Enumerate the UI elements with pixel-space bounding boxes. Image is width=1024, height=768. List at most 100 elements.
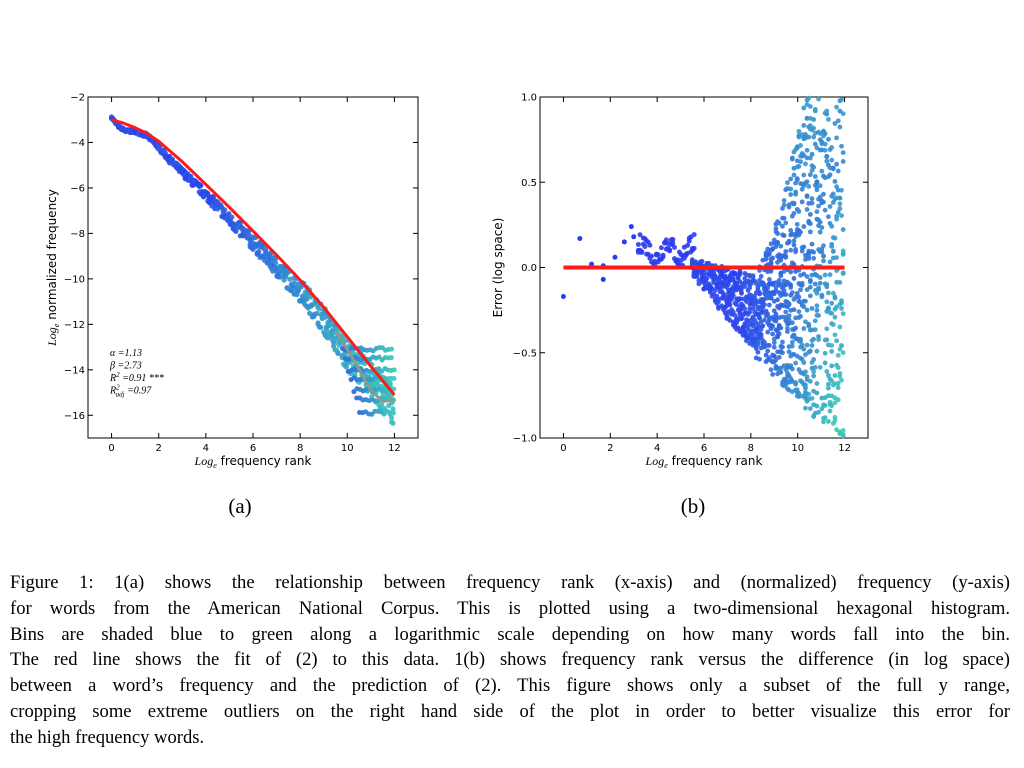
y-tick-label: −6 — [70, 183, 85, 194]
hexbin-cell — [791, 210, 797, 216]
hexbin-cell — [226, 211, 232, 217]
hexbin-cell — [821, 253, 826, 259]
hexbin-cell — [786, 302, 792, 308]
y-tick-label: −1.0 — [513, 434, 537, 445]
hexbin-cell — [812, 141, 818, 147]
hexbin-cell — [655, 252, 661, 258]
hexbin-cell — [298, 284, 304, 290]
hexbin-cell — [691, 245, 697, 251]
hexbin-cell — [671, 244, 677, 250]
hexbin-cell — [739, 316, 744, 322]
y-tick-label: 1.0 — [521, 93, 537, 104]
hexbin-cell — [318, 324, 324, 331]
hexbin-cell — [389, 346, 395, 352]
hexbin-cell — [637, 232, 643, 238]
hexbin-cell — [817, 364, 823, 370]
hexbin-cell — [783, 309, 789, 315]
hexbin-cell — [758, 273, 764, 279]
hexbin-cell — [706, 260, 712, 266]
hexbin-cell — [834, 338, 840, 344]
hexbin-cell — [824, 337, 830, 343]
hexbin-cell — [778, 257, 784, 263]
hexbin-cell — [835, 352, 841, 358]
figure-caption: Figure 1: 1(a) shows the relationship be… — [10, 570, 1010, 751]
hexbin-cell — [801, 224, 807, 229]
x-tick-label: 8 — [748, 443, 754, 454]
hexbin-cell — [840, 311, 846, 317]
hexbin-cell — [806, 391, 812, 397]
hexbin-cell — [804, 179, 810, 185]
hexbin-cell — [762, 317, 767, 323]
hexbin-cell — [807, 104, 813, 109]
hexbin-cell — [812, 318, 818, 324]
hexbin-cell — [793, 325, 799, 331]
hexbin-cell — [288, 288, 294, 294]
hexbin-cell — [770, 331, 776, 337]
hexbin-cell — [814, 290, 820, 296]
hexbin-cell — [821, 419, 826, 425]
caption-line: for words from the American National Cor… — [10, 597, 1010, 619]
hexbin-cell — [830, 322, 836, 328]
hexbin-cell — [837, 201, 843, 207]
x-tick-label: 6 — [701, 443, 707, 454]
hexbin-cell — [776, 354, 782, 360]
hexbin-cell — [750, 273, 756, 279]
hexbin-cell — [801, 326, 807, 331]
hexbin-cell — [829, 310, 835, 316]
hexbin-cell — [685, 242, 691, 248]
hexbin-cell — [807, 284, 813, 290]
hexbin-cell — [829, 157, 835, 163]
hexbin-cell — [757, 315, 762, 321]
hexbin-cell — [839, 300, 844, 306]
hexbin-cell — [816, 409, 821, 415]
hexbin-cell — [793, 247, 799, 252]
chart-a: 0 2 4 6 8 10 12 −16 −14 −12 −10 −8 −6 −4 −2 Loge freque… — [45, 93, 419, 470]
hexbin-cell — [840, 111, 846, 117]
hexbin-cell — [807, 155, 813, 161]
hexbin-cell — [806, 184, 812, 189]
hexbin-cell — [753, 346, 759, 351]
hexbin-cell — [765, 348, 771, 354]
hexbin-cell — [837, 346, 843, 352]
hexbin-cell — [642, 244, 648, 250]
hexbin-cell — [766, 302, 772, 308]
y-tick-label: −0.5 — [513, 348, 537, 359]
hexbin-cell — [789, 339, 795, 345]
hexbin-cell — [287, 276, 293, 282]
x-tick-label: 8 — [297, 443, 303, 454]
hexbin-cell — [840, 248, 846, 254]
hexbin-cell — [835, 397, 841, 403]
x-tick-label: 4 — [203, 443, 209, 454]
hexbin-cell — [791, 172, 797, 178]
hexbin-cell — [788, 247, 794, 253]
hexbin-cell — [807, 378, 813, 384]
hexbin-cell — [390, 406, 396, 412]
hexbin-cell — [819, 168, 825, 174]
hexbin-cell — [837, 324, 843, 330]
hexbin-cell — [788, 186, 794, 192]
hexbin-cell — [832, 332, 838, 338]
hexbin-cell — [807, 123, 813, 129]
hexbin-cell — [628, 224, 634, 230]
hexbin-cell — [804, 147, 810, 153]
hexbin-cell — [776, 277, 782, 283]
fit-stat-annotation: β =2.73 — [109, 361, 142, 372]
hexbin-cell — [811, 249, 817, 255]
hexbin-cell — [829, 349, 835, 354]
hexbin-cell — [789, 366, 795, 372]
hexbin-cell — [821, 258, 826, 264]
hexbin-cell — [814, 209, 820, 215]
hexbin-cell — [799, 248, 805, 254]
hexbin-cell — [801, 346, 807, 352]
hexbin-cell — [822, 272, 828, 278]
hexbin-cell — [316, 306, 323, 312]
hexbin-cell — [389, 415, 395, 421]
hexbin-cell — [770, 323, 776, 329]
hexbin-cell — [747, 309, 753, 315]
hexbin-cell — [796, 209, 802, 214]
hexbin-cell — [730, 292, 736, 298]
hexbin-cell — [783, 249, 789, 254]
hexbin-cell — [635, 242, 641, 248]
hexbin-cell — [811, 117, 817, 122]
hexbin-cell — [809, 395, 815, 401]
